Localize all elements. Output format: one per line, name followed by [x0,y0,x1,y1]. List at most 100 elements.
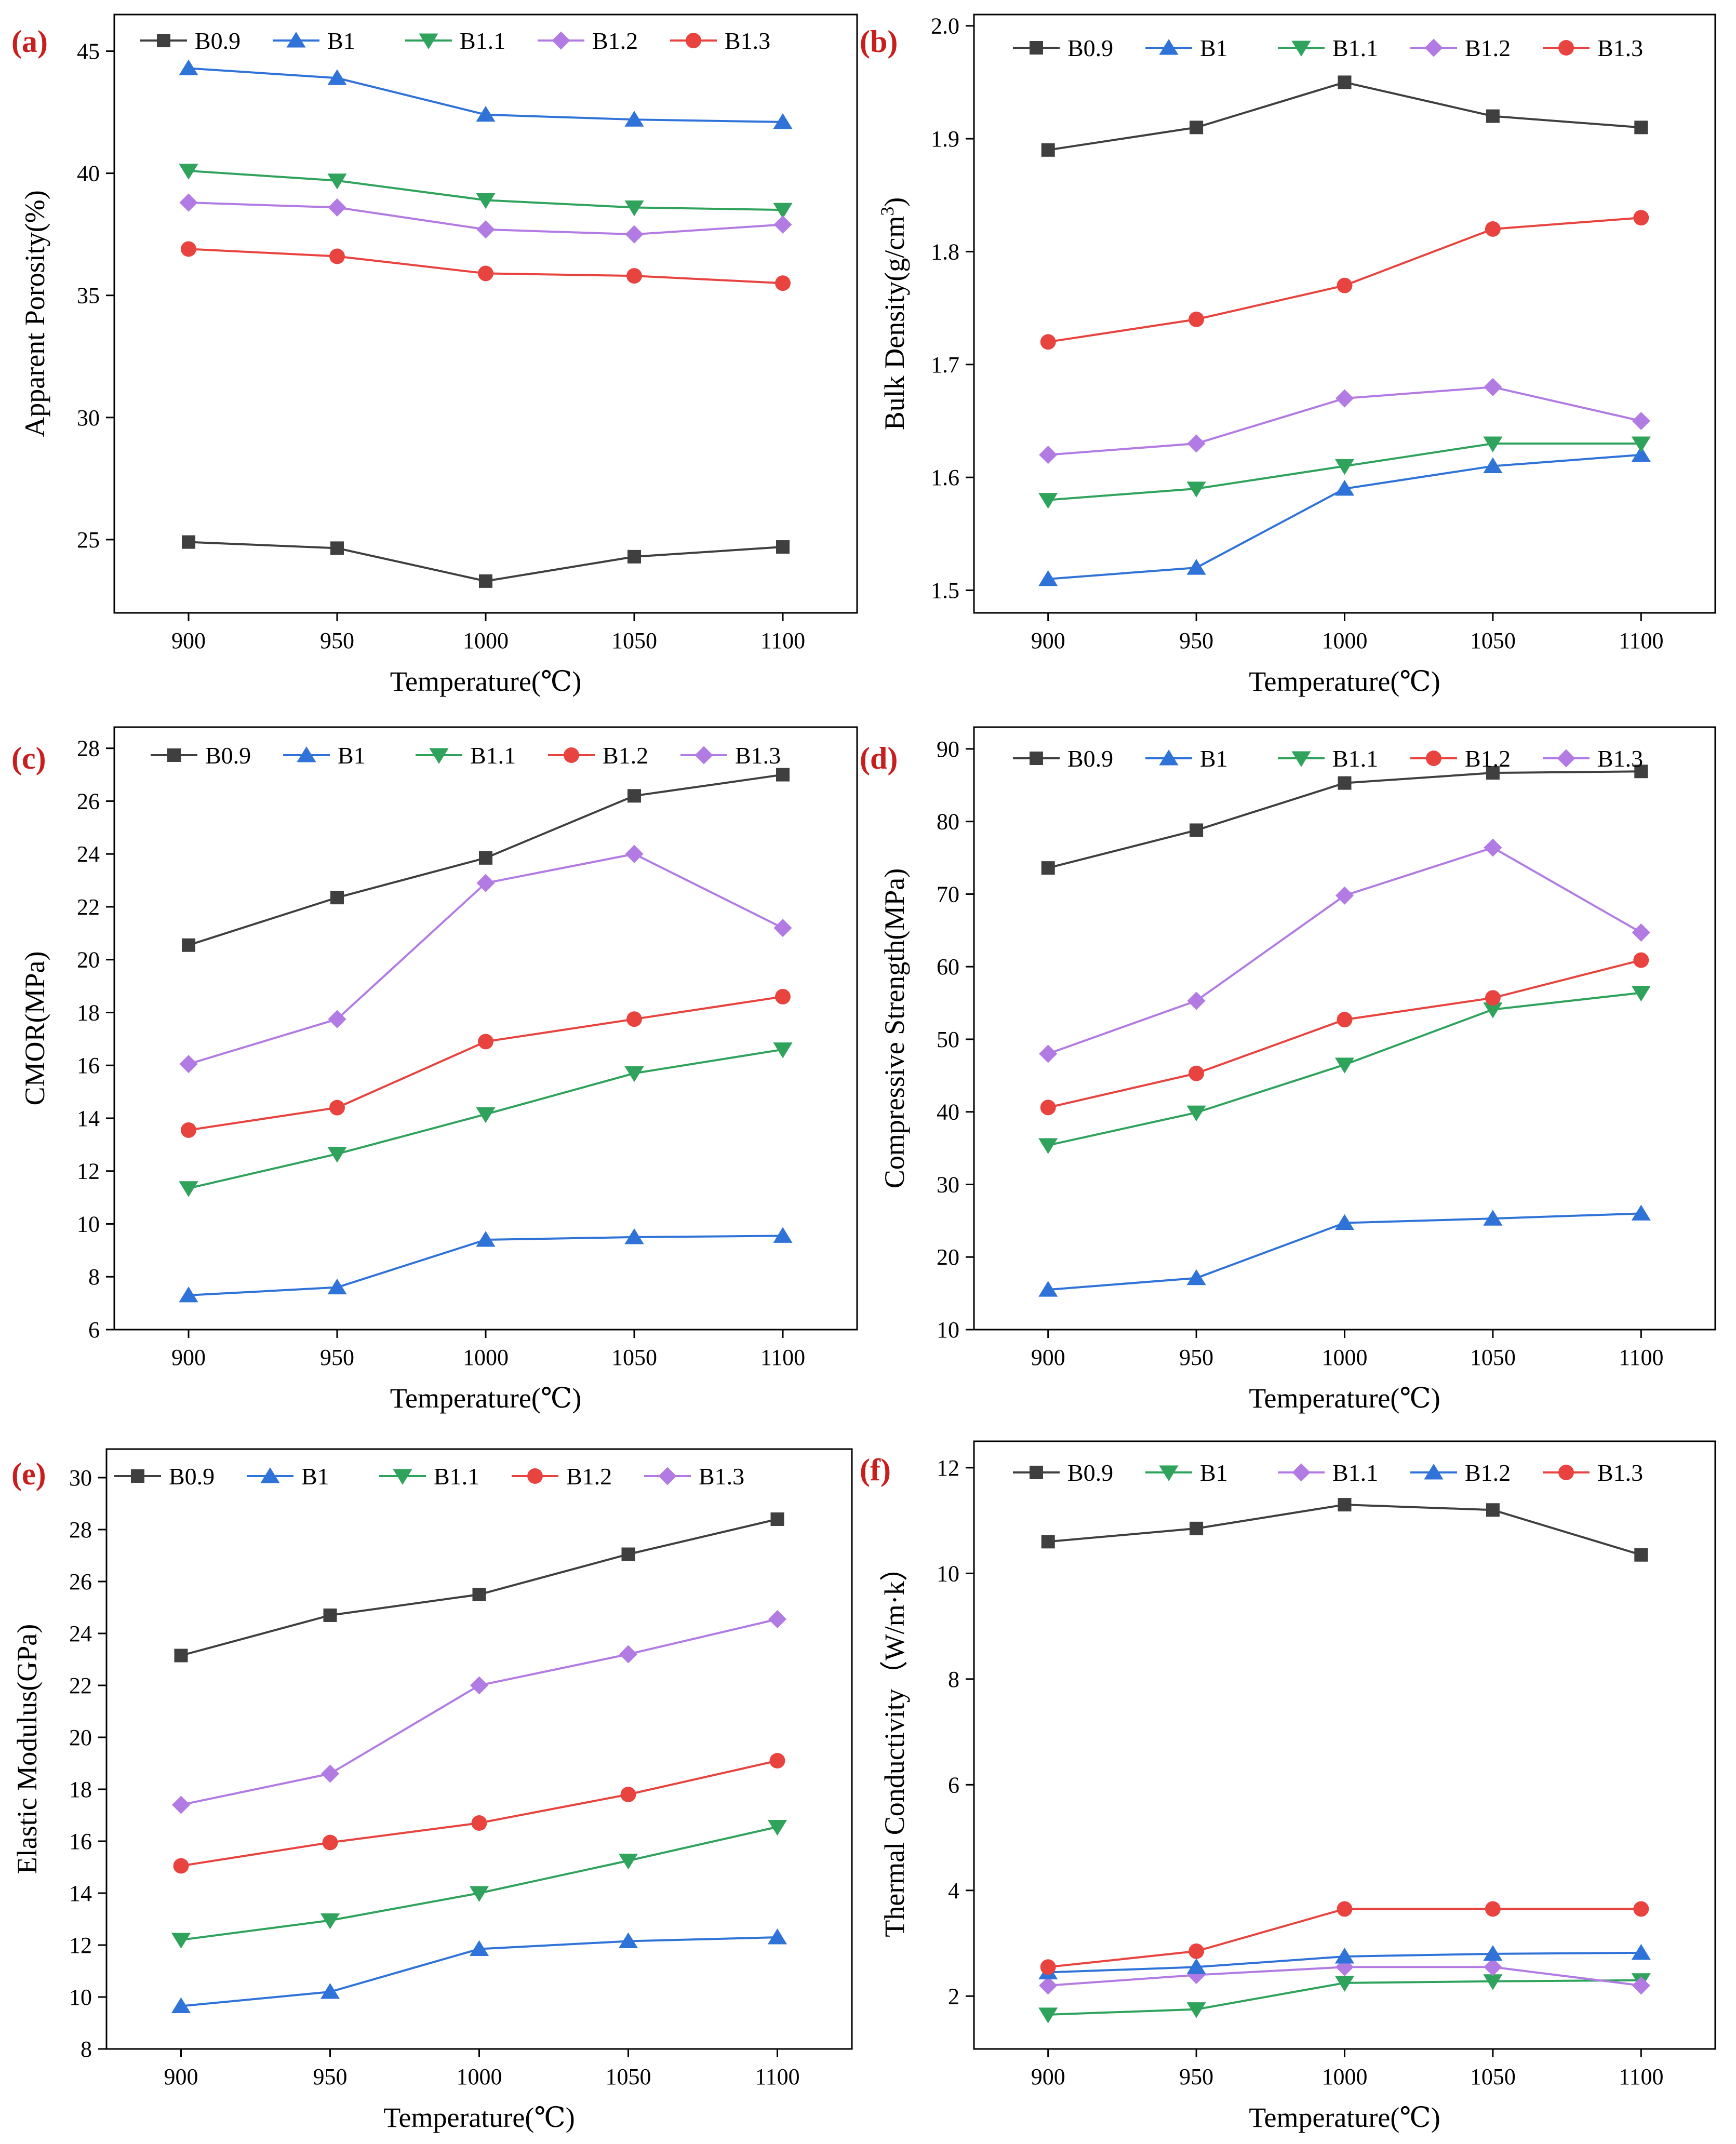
x-tick-label: 1000 [457,2064,502,2089]
y-tick-label: 2 [948,1984,959,2009]
data-point [1485,1901,1501,1917]
data-point [478,265,493,282]
legend-label: B0.9 [1067,1459,1113,1486]
legend-marker [658,1467,677,1485]
data-point [1486,766,1500,780]
y-axis-title-text: Bulk Density(g/cm [879,216,910,430]
y-tick-label: 12 [77,1159,100,1184]
data-point [775,275,791,291]
data-point [1483,436,1503,452]
x-tick-label: 950 [313,2064,348,2089]
legend-marker [686,33,701,48]
y-tick-label: 70 [937,881,959,907]
x-tick-label: 950 [1179,628,1213,653]
x-axis-title: Temperature(℃) [390,666,581,697]
series-B1 [1038,446,1651,586]
legend-marker [157,34,170,47]
data-point [469,1940,489,1957]
y-tick-label: 18 [69,1777,92,1802]
data-point [621,1547,635,1561]
data-point [1634,120,1648,135]
x-tick-label: 1100 [1619,2064,1663,2089]
legend: B0.9 B1 B1.1 B1.2 B1.3 [1013,1459,1643,1486]
x-axis-title: Temperature(℃) [1249,2102,1440,2133]
series-B1-2 [1040,952,1649,1116]
y-tick-label: 8 [88,1264,100,1290]
y-tick-label: 60 [937,954,959,980]
data-point [1038,570,1058,586]
y-tick-label: 1.9 [931,126,959,152]
series-B1-1 [1038,436,1651,509]
legend-marker [1291,751,1311,767]
series-B1-1 [171,1819,787,1949]
y-tick-label: 1.7 [931,352,959,378]
series-B0-9 [1041,1498,1648,1562]
data-point [1631,985,1651,1002]
y-tick-label: 30 [937,1172,959,1197]
legend-label: B1.2 [1465,35,1511,61]
y-tick-label: 80 [937,809,959,835]
legend-label: B1 [1200,35,1228,61]
data-point [1634,1548,1648,1562]
x-tick-label: 1100 [755,2064,799,2089]
chart-panel-b: 900 950 1000 1050 1100 1.5 1.6 1.7 1.8 1.9 2.0 Temp… [877,14,1716,697]
data-point [327,1278,347,1295]
data-point [322,1834,338,1851]
data-point [1187,991,1206,1010]
x-tick-label: 900 [1031,628,1065,653]
data-point [1186,481,1206,498]
panel-label: (a) [11,24,48,59]
data-point [618,1853,638,1870]
legend-label: B1.1 [1332,35,1378,61]
data-point [182,535,195,549]
y-tick-label: 28 [77,736,100,761]
series-B1-2 [179,193,792,244]
legend-marker [1159,1465,1179,1481]
data-point [769,1753,785,1768]
data-point [171,1933,191,1949]
data-point [1190,823,1204,837]
data-point [327,173,347,190]
x-tick-label: 1100 [1619,628,1663,653]
y-axis-title: Bulk Density(g/cm3) [877,197,910,430]
x-tick-label: 900 [171,628,206,653]
data-point [330,541,344,555]
data-point [1187,1966,1206,1985]
x-tick-label: 1000 [1322,2064,1368,2089]
x-tick-label: 1050 [1470,628,1516,653]
legend-marker [695,746,713,765]
data-point [476,105,496,122]
panel-label: (e) [11,1457,46,1491]
series-B1-3 [1039,838,1650,1063]
data-point [1484,1958,1502,1976]
legend-marker [1030,41,1043,55]
series-B1-3 [179,845,792,1074]
y-tick-label: 1.6 [931,465,959,490]
legend-label: B1.2 [1465,745,1511,772]
series-line [181,1826,778,1941]
data-point [1039,1044,1058,1063]
legend-marker [429,748,449,764]
series-B1-2 [181,988,791,1138]
plot-frame [105,1448,853,2050]
data-point [179,59,198,75]
series-B1 [171,1928,787,2014]
y-axis-title: CMOR(MPa) [19,951,50,1105]
legend-label: B1 [327,28,355,54]
legend-marker [1159,749,1179,766]
data-point [1190,120,1204,135]
x-tick-label: 1000 [463,628,509,653]
data-point [1483,1210,1503,1226]
data-point [476,874,495,892]
y-axis-title: Thermal Conductivity（W/m·k） [879,1553,910,1937]
y-tick-label: 10 [77,1211,100,1237]
legend-label: B1 [338,742,366,769]
y-tick-label: 35 [77,283,100,309]
data-point [327,69,347,85]
panel-label: (f) [860,1453,891,1487]
y-tick-label: 24 [77,841,100,867]
data-point [1632,1976,1650,1995]
data-point [1334,1948,1355,1964]
data-point [1190,1521,1204,1535]
data-point [626,1011,642,1027]
